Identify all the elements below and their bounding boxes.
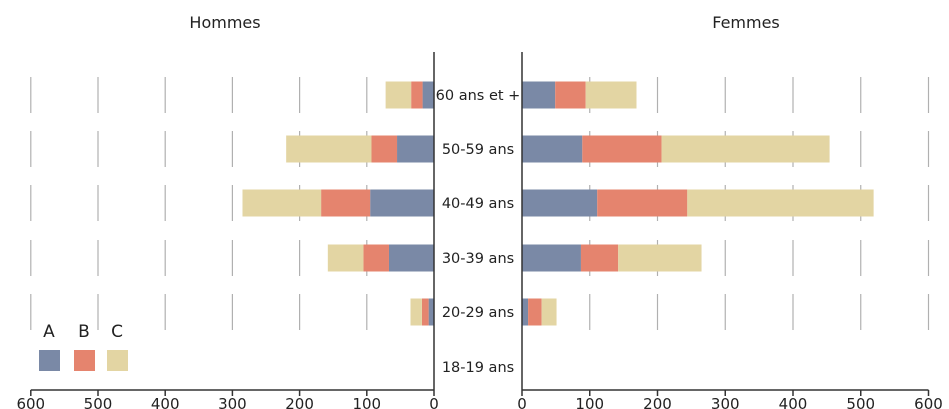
- bar-femmes-30-39-ans-a: [522, 244, 581, 272]
- labels: 0 100 200 300 400 500 600 Hommes 0 100 200 300 400 50…: [16, 13, 942, 409]
- x-tick-label-femmes-0: 0: [517, 395, 527, 409]
- category-label-40-49-ans: 40-49 ans: [442, 196, 514, 212]
- bar-hommes-60-ans-et-a: [422, 81, 434, 109]
- legend-label-b: B: [78, 322, 90, 342]
- legend-swatch-a: [39, 350, 60, 371]
- category-label-50-59-ans: 50-59 ans: [442, 142, 514, 158]
- category-label-20-29-ans: 20-29 ans: [442, 305, 514, 321]
- x-tick-label-femmes-300: 300: [711, 395, 740, 409]
- x-tick-label-hommes-600: 600: [16, 395, 45, 409]
- bar-hommes-60-ans-et-b: [411, 81, 423, 109]
- legend-swatch-c: [107, 350, 128, 371]
- bar-femmes-40-49-ans-a: [522, 189, 598, 217]
- bar-hommes-40-49-ans-c: [242, 189, 322, 217]
- bar-hommes-30-39-ans-b: [363, 244, 389, 272]
- x-tick-label-femmes-500: 500: [846, 395, 875, 409]
- bar-femmes-60-ans-et-c: [585, 81, 637, 109]
- bar-hommes-30-39-ans-a: [388, 244, 434, 272]
- bar-hommes-30-39-ans-c: [327, 244, 364, 272]
- x-tick-label-femmes-100: 100: [575, 395, 604, 409]
- x-tick-label-femmes-400: 400: [779, 395, 808, 409]
- bar-femmes-60-ans-et-b: [555, 81, 586, 109]
- x-tick-label-hommes-100: 100: [352, 395, 381, 409]
- x-tick-label-hommes-200: 200: [285, 395, 314, 409]
- bars: [242, 81, 874, 326]
- bar-hommes-50-59-ans-a: [397, 135, 434, 163]
- bar-hommes-20-29-ans-a: [428, 298, 434, 326]
- x-tick-label-femmes-600: 600: [914, 395, 943, 409]
- panel-title-hommes: Hommes: [189, 13, 260, 32]
- category-label-30-39-ans: 30-39 ans: [442, 251, 514, 267]
- x-tick-label-hommes-0: 0: [429, 395, 439, 409]
- bar-femmes-60-ans-et-a: [522, 81, 556, 109]
- bar-hommes-50-59-ans-c: [286, 135, 372, 163]
- legend-swatch-b: [74, 350, 95, 371]
- bar-femmes-40-49-ans-c: [687, 189, 874, 217]
- bar-femmes-50-59-ans-a: [522, 135, 583, 163]
- bar-hommes-60-ans-et-c: [385, 81, 412, 109]
- x-tick-label-hommes-300: 300: [218, 395, 247, 409]
- bar-hommes-20-29-ans-c: [410, 298, 422, 326]
- bar-femmes-20-29-ans-b: [528, 298, 542, 326]
- bar-hommes-50-59-ans-b: [371, 135, 398, 163]
- bar-hommes-40-49-ans-a: [370, 189, 434, 217]
- panel-title-femmes: Femmes: [712, 13, 780, 32]
- bar-femmes-30-39-ans-c: [618, 244, 702, 272]
- x-tick-label-hommes-500: 500: [84, 395, 113, 409]
- bar-femmes-50-59-ans-c: [661, 135, 830, 163]
- category-label-60-ans-et: 60 ans et +: [436, 88, 521, 104]
- x-tick-label-femmes-200: 200: [643, 395, 672, 409]
- bar-femmes-30-39-ans-b: [580, 244, 619, 272]
- bar-hommes-40-49-ans-b: [321, 189, 371, 217]
- legend-label-c: C: [111, 322, 123, 342]
- axes: [30, 52, 930, 396]
- bar-femmes-20-29-ans-c: [541, 298, 557, 326]
- bar-femmes-20-29-ans-a: [522, 298, 529, 326]
- x-tick-label-hommes-400: 400: [151, 395, 180, 409]
- legend-label-a: A: [43, 322, 55, 342]
- legend: A B C: [39, 322, 128, 371]
- bar-femmes-50-59-ans-b: [582, 135, 662, 163]
- bar-hommes-20-29-ans-b: [421, 298, 429, 326]
- bar-femmes-40-49-ans-b: [597, 189, 688, 217]
- category-label-18-19-ans: 18-19 ans: [442, 360, 514, 376]
